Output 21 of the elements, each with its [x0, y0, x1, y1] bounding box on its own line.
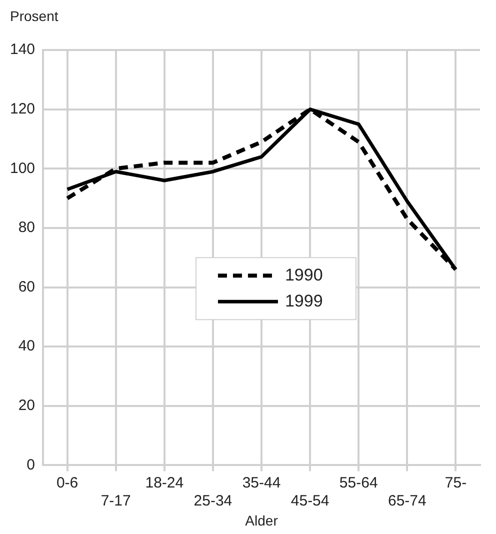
y-tick-label: 100	[10, 160, 36, 177]
legend-label: 1990	[284, 265, 323, 284]
y-tick-label: 40	[18, 338, 36, 355]
y-tick-label: 60	[18, 278, 36, 296]
x-axis-title: Alder	[245, 512, 278, 528]
y-tick-label: 20	[18, 397, 36, 414]
legend-label: 1999	[284, 291, 323, 310]
y-tick-label: 140	[10, 41, 36, 58]
x-tick-label: 65-74	[388, 492, 426, 510]
x-tick-label: 55-64	[339, 474, 378, 492]
y-tick-label: 80	[18, 219, 36, 236]
x-tick-label: 25-34	[194, 492, 232, 510]
x-tick-label: 7-17	[100, 492, 131, 510]
y-tick-label: 0	[26, 456, 36, 474]
x-tick-label: 75-	[444, 474, 467, 492]
y-tick-label: 120	[10, 100, 36, 118]
x-tick-label: 0-6	[56, 474, 78, 492]
x-tick-label: 35-44	[242, 474, 281, 492]
y-axis-title: Prosent	[10, 8, 58, 24]
x-tick-label: 18-24	[145, 474, 184, 492]
x-tick-label: 45-54	[290, 492, 330, 510]
